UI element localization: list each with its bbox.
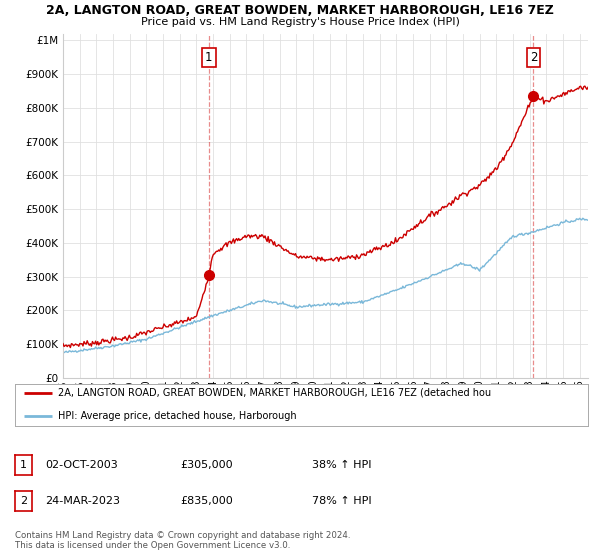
Text: Price paid vs. HM Land Registry's House Price Index (HPI): Price paid vs. HM Land Registry's House … xyxy=(140,17,460,27)
Text: £305,000: £305,000 xyxy=(180,460,233,470)
Text: 1: 1 xyxy=(205,51,212,64)
Text: 2: 2 xyxy=(20,496,27,506)
Text: 1: 1 xyxy=(20,460,27,470)
Text: 24-MAR-2023: 24-MAR-2023 xyxy=(45,496,120,506)
Text: 2A, LANGTON ROAD, GREAT BOWDEN, MARKET HARBOROUGH, LE16 7EZ (detached hou: 2A, LANGTON ROAD, GREAT BOWDEN, MARKET H… xyxy=(58,388,491,398)
Text: 2: 2 xyxy=(530,51,537,64)
Text: 2A, LANGTON ROAD, GREAT BOWDEN, MARKET HARBOROUGH, LE16 7EZ: 2A, LANGTON ROAD, GREAT BOWDEN, MARKET H… xyxy=(46,4,554,17)
Text: 38% ↑ HPI: 38% ↑ HPI xyxy=(312,460,371,470)
Text: 02-OCT-2003: 02-OCT-2003 xyxy=(45,460,118,470)
Text: HPI: Average price, detached house, Harborough: HPI: Average price, detached house, Harb… xyxy=(58,412,296,421)
Text: Contains HM Land Registry data © Crown copyright and database right 2024.
This d: Contains HM Land Registry data © Crown c… xyxy=(15,531,350,550)
Text: £835,000: £835,000 xyxy=(180,496,233,506)
Text: 78% ↑ HPI: 78% ↑ HPI xyxy=(312,496,371,506)
